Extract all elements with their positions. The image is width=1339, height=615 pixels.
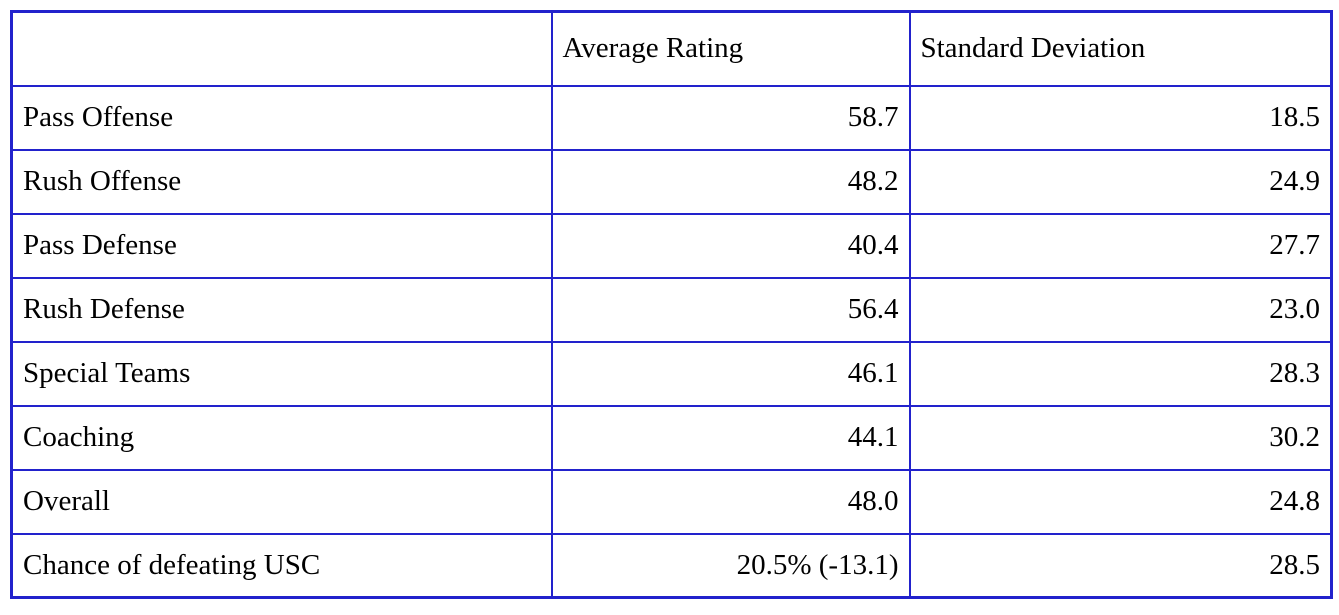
row-standard-deviation: 24.9 [908, 148, 1333, 215]
row-standard-deviation: 24.8 [908, 468, 1333, 535]
row-average-rating: 20.5% (-13.1) [550, 532, 911, 599]
row-average-rating: 44.1 [550, 404, 911, 471]
row-average-rating: 56.4 [550, 276, 911, 343]
table-header-row: Average Rating Standard Deviation [10, 10, 1333, 87]
row-label: Rush Defense [10, 276, 553, 343]
header-corner-cell [10, 10, 553, 87]
table-row: Rush Offense 48.2 24.9 [10, 148, 1333, 215]
table-row: Coaching 44.1 30.2 [10, 404, 1333, 471]
table-row: Pass Defense 40.4 27.7 [10, 212, 1333, 279]
table-row: Overall 48.0 24.8 [10, 468, 1333, 535]
row-average-rating: 46.1 [550, 340, 911, 407]
table-row: Chance of defeating USC 20.5% (-13.1) 28… [10, 532, 1333, 599]
table-row: Rush Defense 56.4 23.0 [10, 276, 1333, 343]
header-standard-deviation: Standard Deviation [908, 10, 1333, 87]
row-label: Rush Offense [10, 148, 553, 215]
row-average-rating: 48.0 [550, 468, 911, 535]
row-standard-deviation: 18.5 [908, 84, 1333, 151]
row-standard-deviation: 28.3 [908, 340, 1333, 407]
row-label: Coaching [10, 404, 553, 471]
ratings-table-container: Average Rating Standard Deviation Pass O… [10, 10, 1333, 599]
row-standard-deviation: 27.7 [908, 212, 1333, 279]
ratings-table: Average Rating Standard Deviation Pass O… [10, 10, 1333, 599]
row-label: Pass Offense [10, 84, 553, 151]
row-label: Pass Defense [10, 212, 553, 279]
row-average-rating: 58.7 [550, 84, 911, 151]
row-average-rating: 48.2 [550, 148, 911, 215]
row-label: Overall [10, 468, 553, 535]
table-row: Special Teams 46.1 28.3 [10, 340, 1333, 407]
row-average-rating: 40.4 [550, 212, 911, 279]
row-standard-deviation: 28.5 [908, 532, 1333, 599]
table-row: Pass Offense 58.7 18.5 [10, 84, 1333, 151]
row-standard-deviation: 23.0 [908, 276, 1333, 343]
row-standard-deviation: 30.2 [908, 404, 1333, 471]
header-average-rating: Average Rating [550, 10, 911, 87]
row-label: Special Teams [10, 340, 553, 407]
row-label: Chance of defeating USC [10, 532, 553, 599]
